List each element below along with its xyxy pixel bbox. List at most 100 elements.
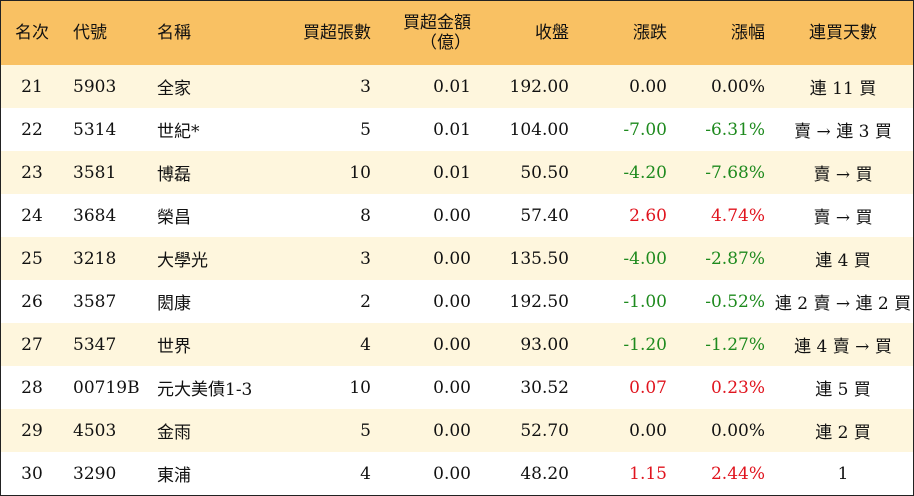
rank-cell: 21: [21, 76, 43, 97]
name-cell: 金雨: [157, 423, 191, 443]
table-row[interactable]: 22 5314 世紀* 5 0.01 104.00 -7.00 -6.31% 賣 → 連 3 買: [1, 108, 913, 151]
code-cell: 5347: [73, 334, 117, 355]
change-cell: -4.20: [623, 162, 667, 183]
buy-volume-cell: 4: [360, 463, 371, 484]
buy-volume-cell: 8: [360, 205, 371, 226]
name-cell: 全家: [157, 79, 191, 99]
change-pct-cell: -1.27%: [705, 334, 765, 355]
buy-amount-cell: 0.00: [433, 420, 471, 441]
header-code[interactable]: 代號: [73, 23, 107, 43]
consecutive-days-cell: 連 2 賣 → 連 2 買: [774, 294, 912, 314]
name-cell: 東浦: [157, 466, 191, 486]
table-header: 名次 代號 名稱 買超張數 買超金額 （億） 收盤 漲跌 漲幅 連買天數: [1, 1, 913, 65]
change-pct-cell: -0.52%: [705, 291, 765, 312]
buy-amount-cell: 0.00: [433, 291, 471, 312]
code-cell: 3587: [73, 291, 117, 312]
buy-amount-cell: 0.00: [433, 248, 471, 269]
table-row[interactable]: 29 4503 金雨 5 0.00 52.70 0.00 0.00% 連 2 買: [1, 409, 913, 452]
consecutive-days-cell: 連 5 買: [815, 380, 871, 400]
change-pct-cell: -2.87%: [705, 248, 765, 269]
buy-volume-cell: 5: [360, 420, 371, 441]
close-cell: 57.40: [520, 205, 569, 226]
table-row[interactable]: 25 3218 大學光 3 0.00 135.50 -4.00 -2.87% 連 4 買: [1, 237, 913, 280]
consecutive-days-cell: 連 4 買: [815, 251, 871, 271]
header-buy-amount[interactable]: 買超金額 （億）: [379, 1, 479, 65]
rank-cell: 27: [21, 334, 43, 355]
close-cell: 104.00: [509, 119, 569, 140]
close-cell: 135.50: [509, 248, 569, 269]
table-row[interactable]: 30 3290 東浦 4 0.00 48.20 1.15 2.44% 1: [1, 452, 913, 495]
header-buy-amount-line2: （億）: [420, 33, 471, 53]
header-buy-amount-line1: 買超金額: [403, 13, 471, 33]
change-pct-cell: 0.00%: [710, 420, 765, 441]
buy-amount-cell: 0.01: [433, 119, 471, 140]
name-cell: 大學光: [157, 251, 208, 271]
buy-amount-cell: 0.00: [433, 334, 471, 355]
name-cell: 閎康: [157, 294, 191, 314]
close-cell: 48.20: [520, 463, 569, 484]
table-row[interactable]: 21 5903 全家 3 0.01 192.00 0.00 0.00% 連 11 買: [1, 65, 913, 108]
consecutive-days-cell: 連 11 買: [809, 79, 877, 99]
consecutive-days-cell: 賣 → 買: [813, 165, 873, 185]
name-cell: 元大美債1-3: [157, 380, 253, 400]
table-row[interactable]: 23 3581 博磊 10 0.01 50.50 -4.20 -7.68% 賣 → 買: [1, 151, 913, 194]
code-cell: 3684: [73, 205, 117, 226]
buy-volume-cell: 2: [360, 291, 371, 312]
close-cell: 192.00: [509, 76, 569, 97]
change-cell: 0.00: [629, 420, 667, 441]
header-change[interactable]: 漲跌: [633, 23, 667, 43]
close-cell: 30.52: [520, 377, 569, 398]
code-cell: 4503: [73, 420, 117, 441]
change-pct-cell: 2.44%: [710, 463, 765, 484]
close-cell: 52.70: [520, 420, 569, 441]
rank-cell: 30: [21, 463, 43, 484]
rank-cell: 24: [21, 205, 43, 226]
close-cell: 50.50: [520, 162, 569, 183]
code-cell: 3218: [73, 248, 117, 269]
table-row[interactable]: 24 3684 榮昌 8 0.00 57.40 2.60 4.74% 賣 → 買: [1, 194, 913, 237]
header-buy-volume[interactable]: 買超張數: [303, 23, 371, 43]
rank-cell: 25: [21, 248, 43, 269]
rank-cell: 28: [21, 377, 43, 398]
buy-volume-cell: 3: [360, 248, 371, 269]
header-name[interactable]: 名稱: [157, 23, 191, 43]
buy-volume-cell: 4: [360, 334, 371, 355]
table-row[interactable]: 27 5347 世界 4 0.00 93.00 -1.20 -1.27% 連 4 賣 → 買: [1, 323, 913, 366]
code-cell: 5903: [73, 76, 117, 97]
code-cell: 3581: [73, 162, 117, 183]
buy-volume-cell: 3: [360, 76, 371, 97]
consecutive-days-cell: 1: [837, 463, 849, 484]
close-cell: 93.00: [520, 334, 569, 355]
change-pct-cell: 4.74%: [710, 205, 765, 226]
rank-cell: 22: [21, 119, 43, 140]
consecutive-days-cell: 賣 → 買: [813, 208, 873, 228]
table-row[interactable]: 28 00719B 元大美債1-3 10 0.00 30.52 0.07 0.23% 連 5 買: [1, 366, 913, 409]
buy-volume-cell: 10: [349, 377, 371, 398]
change-cell: 0.07: [629, 377, 667, 398]
change-pct-cell: 0.00%: [710, 76, 765, 97]
table-row[interactable]: 26 3587 閎康 2 0.00 192.50 -1.00 -0.52% 連 2 賣 → 連 …: [1, 280, 913, 323]
change-pct-cell: -6.31%: [705, 119, 765, 140]
header-rank[interactable]: 名次: [15, 23, 49, 43]
header-consecutive-days[interactable]: 連買天數: [809, 23, 877, 43]
close-cell: 192.50: [509, 291, 569, 312]
name-cell: 博磊: [157, 165, 191, 185]
consecutive-days-cell: 連 4 賣 → 買: [794, 337, 892, 357]
change-pct-cell: 0.23%: [710, 377, 765, 398]
rank-cell: 26: [21, 291, 43, 312]
buy-amount-cell: 0.00: [433, 377, 471, 398]
header-change-pct[interactable]: 漲幅: [731, 23, 765, 43]
change-cell: -7.00: [623, 119, 667, 140]
header-close[interactable]: 收盤: [535, 23, 569, 43]
buy-volume-cell: 10: [349, 162, 371, 183]
buy-amount-cell: 0.01: [433, 76, 471, 97]
change-cell: -1.20: [623, 334, 667, 355]
buy-volume-cell: 5: [360, 119, 371, 140]
code-cell: 3290: [73, 463, 117, 484]
change-cell: 2.60: [629, 205, 667, 226]
name-cell: 世界: [157, 337, 191, 357]
buy-amount-cell: 0.00: [433, 463, 471, 484]
name-cell: 世紀*: [157, 122, 200, 142]
code-cell: 00719B: [73, 377, 140, 398]
